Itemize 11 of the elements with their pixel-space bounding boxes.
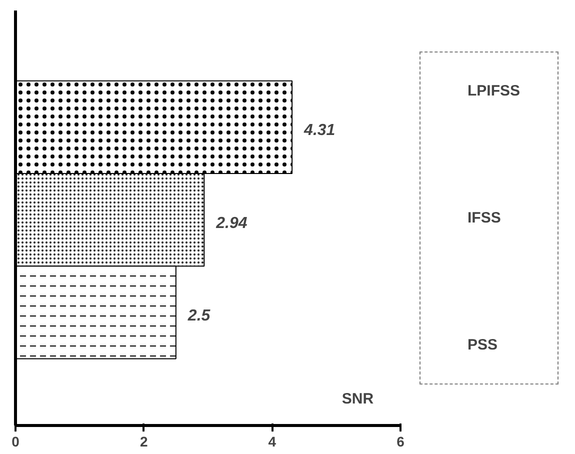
text: IFSS bbox=[468, 209, 502, 226]
text: PSS bbox=[468, 336, 499, 353]
text: LPIFSS bbox=[468, 82, 522, 99]
x-axis-title: SNR bbox=[342, 390, 374, 408]
data-label: 2.5 bbox=[186, 307, 212, 324]
x-tick-label: 2 bbox=[140, 434, 148, 450]
x-tick-label: 0 bbox=[12, 434, 20, 450]
data-label: 4.31 bbox=[303, 122, 336, 140]
data-label: 2.94 bbox=[215, 214, 248, 232]
x-tick-label: 6 bbox=[396, 434, 405, 450]
x-tick-label: 4 bbox=[268, 434, 276, 450]
